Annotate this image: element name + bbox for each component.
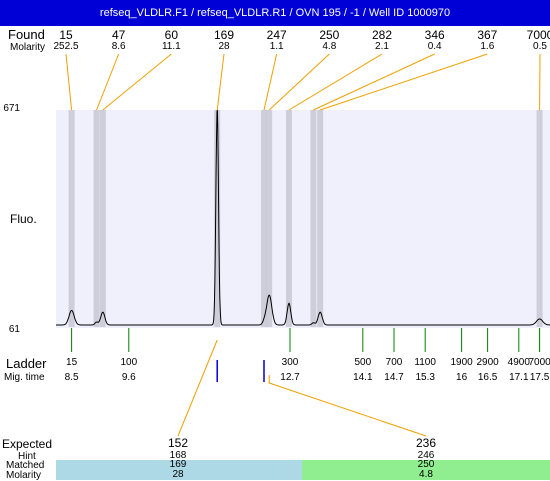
- ladder-size: 300: [282, 358, 299, 368]
- peak-band: [266, 110, 272, 327]
- found-connector: [97, 54, 119, 110]
- ladder-mig-time: 14.7: [384, 373, 403, 383]
- peak-band: [286, 110, 292, 327]
- matched-molarity: 28: [172, 470, 183, 480]
- ladder-mig-time: 16.5: [478, 373, 497, 383]
- ladder-size: 100: [120, 358, 137, 368]
- peak-band: [100, 110, 106, 327]
- ladder-size: 7000: [528, 358, 550, 368]
- found-connector: [320, 54, 487, 110]
- ladder-size: 500: [354, 358, 371, 368]
- peak-band: [69, 110, 75, 327]
- ladder-mig-time: 15.3: [415, 373, 434, 383]
- mig-time-label: Mig. time: [4, 372, 45, 383]
- found-connector-lines: [66, 54, 540, 110]
- expected-size: 152: [168, 437, 188, 449]
- expected-label: Expected: [2, 437, 52, 451]
- ladder-size: 4900: [508, 358, 530, 368]
- found-connector: [264, 54, 277, 110]
- peak-band: [537, 110, 543, 327]
- peak-band: [94, 110, 100, 327]
- found-connector: [269, 54, 329, 110]
- expected-connector-lines: [178, 340, 426, 436]
- matched-molarity: 4.8: [419, 470, 433, 480]
- peak-band: [261, 110, 267, 327]
- found-connector: [289, 54, 382, 110]
- ladder-ticks: [72, 328, 540, 352]
- ladder-size: 15: [66, 358, 77, 368]
- peak-band: [317, 110, 323, 327]
- found-connector: [103, 54, 172, 110]
- ladder-mig-time: 16: [456, 373, 467, 383]
- ladder-size: 2900: [476, 358, 498, 368]
- peak-band: [310, 110, 316, 327]
- molarity-bottom-label: Molarity: [6, 470, 41, 481]
- expected-size: 236: [416, 437, 436, 449]
- ladder-size: 1100: [414, 358, 436, 368]
- expected-connector: [269, 375, 426, 436]
- y-tick-max: 671: [2, 103, 20, 114]
- ladder-mig-time: 12.7: [280, 373, 299, 383]
- plot-area: [56, 110, 550, 328]
- ladder-label: Ladder: [6, 356, 46, 371]
- ladder-mig-time: 9.6: [122, 373, 136, 383]
- ladder-mig-time: 8.5: [65, 373, 79, 383]
- ladder-mig-time: 17.1: [509, 373, 528, 383]
- y-tick-min: 61: [2, 324, 20, 335]
- ladder-size: 700: [386, 358, 403, 368]
- ladder-mig-time: 17.5: [530, 373, 549, 383]
- y-axis-label: Fluo.: [10, 212, 37, 226]
- expected-connector: [178, 340, 217, 436]
- found-connector: [217, 54, 224, 110]
- ladder-mig-time: 14.1: [353, 373, 372, 383]
- marker-lines: [217, 360, 264, 382]
- found-connector: [313, 54, 434, 110]
- found-connector: [66, 54, 72, 110]
- ladder-size: 1900: [450, 358, 472, 368]
